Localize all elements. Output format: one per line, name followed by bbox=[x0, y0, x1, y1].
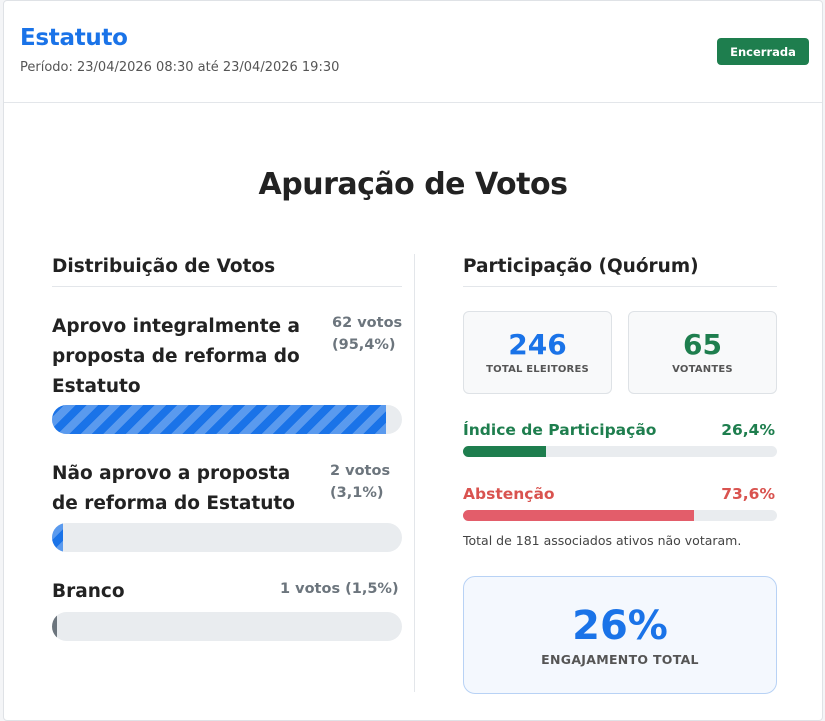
election-period: Período: 23/04/2026 08:30 até 23/04/2026… bbox=[20, 60, 340, 75]
option-progress-fill bbox=[52, 405, 386, 434]
engagement-label: ENGAJAMENTO TOTAL bbox=[541, 652, 699, 667]
abstention-value: 73,6% bbox=[721, 485, 775, 503]
option-progress-fill bbox=[52, 612, 58, 641]
option-label: Não aprovo a proposta de reforma do Esta… bbox=[52, 463, 295, 514]
engagement-card: 26% ENGAJAMENTO TOTAL bbox=[463, 576, 777, 694]
page-title: Apuração de Votos bbox=[258, 167, 568, 202]
option-label: Aprovo integralmente a proposta de refor… bbox=[52, 316, 301, 397]
election-title: Estatuto bbox=[20, 25, 128, 51]
total-voters-card: 246 TOTAL ELEITORES bbox=[463, 311, 612, 394]
column-divider bbox=[414, 254, 415, 692]
abstention-progress-fill bbox=[463, 510, 695, 521]
total-voters-value: 246 bbox=[508, 328, 567, 361]
engagement-value: 26% bbox=[572, 603, 668, 649]
option-progress-bar bbox=[52, 405, 402, 434]
option-vote-count: 1 votos (1,5%) bbox=[280, 581, 399, 597]
participation-progress-bar bbox=[463, 446, 777, 457]
option-vote-count: 62 votos (95,4%) bbox=[332, 315, 403, 353]
abstention-note: Total de 181 associados ativos não votar… bbox=[463, 533, 742, 548]
distribution-divider bbox=[52, 286, 402, 287]
option-progress-bar bbox=[52, 612, 402, 641]
election-header: Estatuto Período: 23/04/2026 08:30 até 2… bbox=[4, 1, 822, 103]
abstention-progress-bar bbox=[463, 510, 777, 521]
voters-value: 65 bbox=[683, 328, 722, 361]
participation-index-label: Índice de Participação bbox=[463, 421, 657, 439]
option-progress-fill bbox=[52, 523, 63, 552]
option-progress-bar bbox=[52, 523, 402, 552]
participation-index-value: 26,4% bbox=[721, 421, 775, 439]
voters-card: 65 VOTANTES bbox=[628, 311, 777, 394]
abstention-label: Abstenção bbox=[463, 485, 555, 503]
participation-section-title: Participação (Quórum) bbox=[463, 256, 699, 277]
total-voters-label: TOTAL ELEITORES bbox=[486, 364, 589, 375]
participation-divider bbox=[463, 286, 777, 287]
option-label: Branco bbox=[52, 581, 125, 602]
status-badge: Encerrada bbox=[717, 38, 809, 65]
participation-progress-fill bbox=[463, 446, 546, 457]
option-vote-count: 2 votos (3,1%) bbox=[330, 463, 391, 501]
distribution-section-title: Distribuição de Votos bbox=[52, 256, 276, 277]
voters-label: VOTANTES bbox=[672, 364, 733, 375]
results-card: Estatuto Período: 23/04/2026 08:30 até 2… bbox=[3, 0, 823, 721]
